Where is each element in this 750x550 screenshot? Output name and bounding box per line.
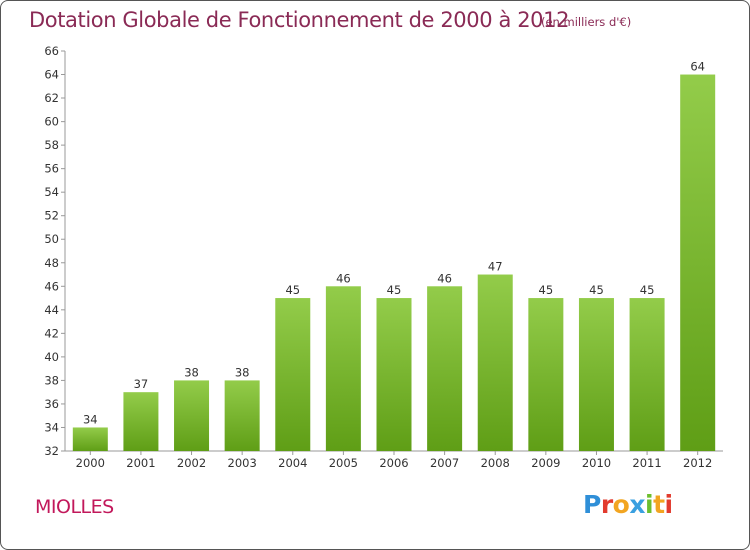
- logo-letter: x: [629, 490, 645, 519]
- x-tick-label: 2008: [481, 456, 510, 470]
- bar: [528, 298, 564, 451]
- data-label: 45: [285, 283, 300, 297]
- data-label: 47: [488, 260, 503, 274]
- data-label: 45: [640, 283, 655, 297]
- data-label: 45: [387, 283, 402, 297]
- x-tick-label: 2009: [531, 456, 560, 470]
- x-tick-label: 2005: [329, 456, 358, 470]
- y-tick-label: 58: [44, 138, 59, 152]
- bar: [578, 298, 614, 451]
- chart-title: Dotation Globale de Fonctionnement de 20…: [29, 8, 570, 32]
- x-tick-label: 2007: [430, 456, 459, 470]
- y-tick-label: 44: [44, 303, 59, 317]
- logo-letter: r: [600, 490, 613, 519]
- y-tick-label: 32: [44, 444, 59, 458]
- y-tick-label: 38: [44, 373, 59, 387]
- y-axis: 32 34 36 38 40 42 44 46 48 50 52 54 56 58 60 62 64 66: [44, 44, 66, 458]
- bar: [224, 380, 260, 451]
- y-tick-label: 46: [44, 279, 59, 293]
- y-tick-label: 48: [44, 256, 59, 270]
- y-tick-label: 60: [44, 115, 59, 129]
- data-label: 45: [539, 283, 554, 297]
- data-label: 64: [690, 60, 705, 74]
- y-tick-label: 56: [44, 162, 59, 176]
- bar: [680, 74, 716, 451]
- x-tick-label: 2002: [177, 456, 206, 470]
- bar: [72, 427, 108, 451]
- x-axis: 2000 2001 2002 2003 2004 2005 2006 2007 2008 2009…: [65, 450, 723, 470]
- data-label: 46: [336, 271, 351, 285]
- data-label: 38: [235, 365, 250, 379]
- data-label: 34: [83, 412, 98, 426]
- bar: [376, 298, 412, 451]
- y-tick-label: 52: [44, 209, 59, 223]
- chart-subtitle: (en milliers d'€): [541, 15, 632, 29]
- bar: [629, 298, 665, 451]
- x-tick-label: 2010: [582, 456, 611, 470]
- proxiti-logo: Proxiti: [583, 490, 673, 519]
- x-tick-label: 2001: [126, 456, 155, 470]
- y-tick-label: 62: [44, 91, 59, 105]
- bar: [427, 286, 463, 451]
- logo-letter: o: [612, 490, 630, 519]
- y-tick-label: 54: [44, 185, 59, 199]
- y-tick-label: 36: [44, 397, 59, 411]
- x-tick-label: 2011: [632, 456, 661, 470]
- y-tick-label: 40: [44, 350, 59, 364]
- y-tick-label: 50: [44, 232, 59, 246]
- y-tick-label: 64: [44, 68, 59, 82]
- bar: [174, 380, 210, 451]
- bar: [275, 298, 311, 451]
- bars-group: 34 37 38 38 45 46 45 46 47 45 45 45 64: [72, 60, 716, 451]
- y-tick-label: 34: [44, 420, 59, 434]
- bar: [123, 392, 159, 451]
- data-label: 38: [184, 365, 199, 379]
- data-label: 46: [437, 271, 452, 285]
- bar: [325, 286, 361, 451]
- x-tick-label: 2000: [76, 456, 105, 470]
- x-tick-label: 2004: [278, 456, 307, 470]
- logo-letter: t: [653, 490, 665, 519]
- logo-letter: i: [664, 490, 674, 519]
- commune-name: MIOLLES: [35, 496, 114, 518]
- x-tick-label: 2006: [379, 456, 408, 470]
- logo-letter: P: [583, 490, 601, 519]
- bar: [477, 274, 513, 451]
- x-tick-label: 2012: [683, 456, 712, 470]
- data-label: 45: [589, 283, 604, 297]
- data-label: 37: [134, 377, 149, 391]
- x-tick-label: 2003: [228, 456, 257, 470]
- y-tick-label: 66: [44, 44, 59, 58]
- logo-letter: i: [645, 490, 654, 519]
- y-tick-label: 42: [44, 326, 59, 340]
